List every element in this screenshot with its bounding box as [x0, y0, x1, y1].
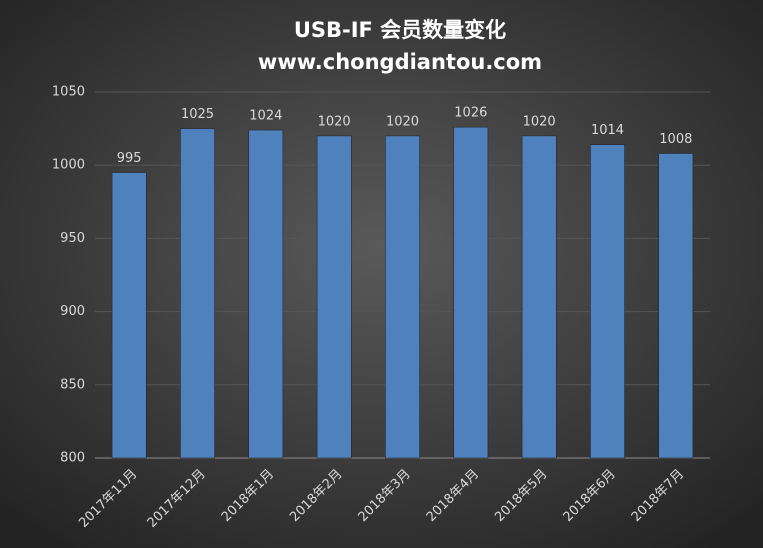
- y-tick-label: 900: [60, 304, 85, 319]
- bar: [180, 128, 215, 459]
- y-tick-label: 800: [60, 451, 85, 466]
- value-label: 1008: [659, 132, 692, 147]
- bar: [316, 135, 352, 459]
- bar: [111, 172, 147, 459]
- bar: [385, 135, 420, 459]
- y-tick-label: 850: [60, 377, 85, 392]
- y-tick-label: 1050: [52, 85, 85, 100]
- chart-title: USB-IF 会员数量变化: [294, 18, 506, 42]
- value-label: 1020: [386, 114, 419, 129]
- bar: [248, 129, 284, 459]
- value-label: 995: [117, 151, 142, 166]
- bar: [453, 126, 489, 459]
- chart-subtitle: www.chongdiantou.com: [258, 50, 542, 74]
- bar: [590, 144, 625, 459]
- value-label: 1025: [181, 107, 214, 122]
- y-tick-label: 1000: [52, 158, 85, 173]
- bar: [521, 135, 557, 459]
- value-label: 1014: [591, 123, 624, 138]
- value-label: 1024: [249, 109, 282, 124]
- value-label: 1020: [523, 114, 556, 129]
- y-tick-label: 950: [60, 231, 85, 246]
- value-label: 1020: [318, 114, 351, 129]
- value-label: 1026: [454, 106, 487, 121]
- bar: [658, 153, 694, 459]
